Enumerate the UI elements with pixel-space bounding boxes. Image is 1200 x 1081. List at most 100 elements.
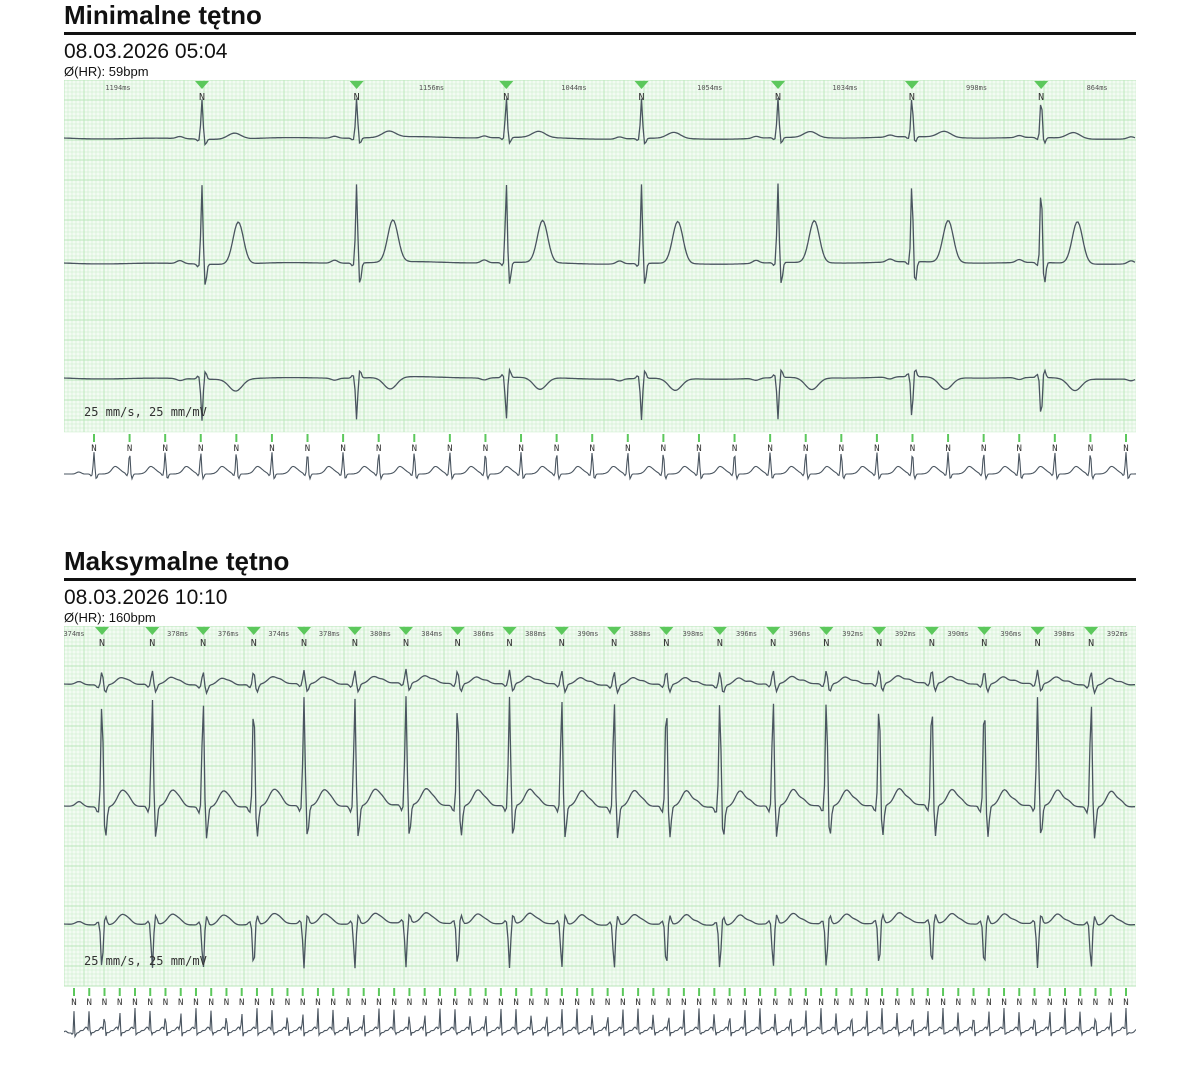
beat-annotation: N xyxy=(559,638,565,649)
overview-beat-annotation: N xyxy=(574,998,579,1008)
rr-interval-label: 392ms xyxy=(895,630,916,638)
beat-annotation: N xyxy=(770,638,776,649)
overview-beat-annotation: N xyxy=(407,998,412,1008)
beat-annotation: N xyxy=(611,638,617,649)
overview-beat-annotation: N xyxy=(117,998,122,1008)
overview-beat-annotation: N xyxy=(483,998,488,1008)
beat-annotation: N xyxy=(200,638,206,649)
beat-annotation: N xyxy=(354,92,360,103)
beat-marker-icon xyxy=(196,627,211,635)
overview-beat-annotation: N xyxy=(422,998,427,1008)
overview-beat-annotation: N xyxy=(1078,998,1083,1008)
overview-beat-annotation: N xyxy=(879,998,884,1008)
overview-beat-annotation: N xyxy=(305,444,310,454)
beat-marker-icon xyxy=(819,627,834,635)
overview-beat-annotation: N xyxy=(635,998,640,1008)
overview-beat-annotation: N xyxy=(285,998,290,1008)
overview-beat-annotation: N xyxy=(412,444,417,454)
ecg-section-max: Maksymalne tętno 08.03.2026 10:10 Ø(HR):… xyxy=(64,546,1136,1041)
overview-beat-annotation: N xyxy=(132,998,137,1008)
overview-beat-annotation: N xyxy=(518,444,523,454)
overview-beat-annotation: N xyxy=(864,998,869,1008)
overview-beat-annotation: N xyxy=(1001,998,1006,1008)
beat-marker-icon xyxy=(349,81,364,89)
beat-marker-icon xyxy=(1030,627,1045,635)
beat-annotation: N xyxy=(876,638,882,649)
overview-beat-annotation: N xyxy=(849,998,854,1008)
beat-marker-icon xyxy=(771,81,786,89)
beat-annotation: N xyxy=(663,638,669,649)
overview-beat-annotation: N xyxy=(661,444,666,454)
rr-interval-label: 864ms xyxy=(1087,84,1108,92)
overview-beat-annotation: N xyxy=(666,998,671,1008)
overview-beat-annotation: N xyxy=(803,444,808,454)
overview-beat-annotation: N xyxy=(956,998,961,1008)
beat-marker-icon xyxy=(145,627,160,635)
overview-beat-annotation: N xyxy=(625,444,630,454)
overview-beat-annotation: N xyxy=(818,998,823,1008)
beat-annotation: N xyxy=(199,92,205,103)
overview-beat-annotation: N xyxy=(513,998,518,1008)
beat-marker-icon xyxy=(347,627,362,635)
beat-annotation: N xyxy=(639,92,645,103)
beat-marker-icon xyxy=(607,627,622,635)
beat-marker-icon xyxy=(766,627,781,635)
rr-interval-label: 388ms xyxy=(630,630,651,638)
beat-marker-icon xyxy=(634,81,649,89)
overview-beat-annotation: N xyxy=(767,444,772,454)
beat-annotation: N xyxy=(99,638,105,649)
overview-beat-annotation: N xyxy=(234,444,239,454)
overview-beat-annotation: N xyxy=(87,998,92,1008)
rr-interval-label: 374ms xyxy=(268,630,289,638)
beat-annotation: N xyxy=(929,638,935,649)
overview-beat-annotation: N xyxy=(198,444,203,454)
overview-beat-annotation: N xyxy=(1088,444,1093,454)
beat-marker-icon xyxy=(872,627,887,635)
overview-beat-annotation: N xyxy=(590,998,595,1008)
beat-markers: N N N N N N N N N N N N N N N N N N N N 374ms 378ms 376ms 374ms… xyxy=(64,627,1128,649)
overview-beat-annotation: N xyxy=(376,444,381,454)
overview-beat-annotation: N xyxy=(1032,998,1037,1008)
overview-beat-annotation: N xyxy=(300,998,305,1008)
ecg-section-min: Minimalne tętno 08.03.2026 05:04 Ø(HR): … xyxy=(64,0,1136,485)
overview-beat-annotation: N xyxy=(910,998,915,1008)
beat-marker-icon xyxy=(502,627,517,635)
rr-interval-label: 1044ms xyxy=(561,84,586,92)
overview-beat-annotation: N xyxy=(468,998,473,1008)
overview-trace xyxy=(64,1007,1136,1039)
overview-beat-annotation: N xyxy=(340,444,345,454)
overview-beat-annotation: N xyxy=(529,998,534,1008)
rr-interval-label: 374ms xyxy=(64,630,85,638)
overview-beat-annotation: N xyxy=(1017,444,1022,454)
overview-beat-annotation: N xyxy=(712,998,717,1008)
overview-beat-annotation: N xyxy=(803,998,808,1008)
beat-annotation: N xyxy=(1035,638,1041,649)
rr-interval-label: 386ms xyxy=(473,630,494,638)
overview-beat-annotation: N xyxy=(224,998,229,1008)
rr-interval-label: 1156ms xyxy=(419,84,444,92)
overview-beat-annotation: N xyxy=(757,998,762,1008)
overview-beat-annotation: N xyxy=(651,998,656,1008)
overview-beat-annotation: N xyxy=(376,998,381,1008)
overview-beat-annotation: N xyxy=(71,998,76,1008)
ecg-lead-1 xyxy=(64,97,1136,147)
section-title: Maksymalne tętno xyxy=(64,546,1136,581)
beat-annotation: N xyxy=(1088,638,1094,649)
overview-beat-annotation: N xyxy=(1123,444,1128,454)
beat-marker-icon xyxy=(499,81,514,89)
beat-annotation: N xyxy=(352,638,358,649)
rr-interval-label: 378ms xyxy=(167,630,188,638)
section-mean-hr: Ø(HR): 160bpm xyxy=(64,610,156,625)
section-datetime: 08.03.2026 05:04 xyxy=(64,40,228,63)
beat-annotation: N xyxy=(909,92,915,103)
overview-beat-annotation: N xyxy=(498,998,503,1008)
overview-beat-annotation: N xyxy=(1123,998,1128,1008)
overview-beat-annotation: N xyxy=(193,998,198,1008)
overview-beat-annotation: N xyxy=(1047,998,1052,1008)
overview-beat-annotation: N xyxy=(605,998,610,1008)
rr-interval-label: 378ms xyxy=(319,630,340,638)
overview-beat-annotation: N xyxy=(554,444,559,454)
overview-beat-annotation: N xyxy=(239,998,244,1008)
beat-marker-icon xyxy=(977,627,992,635)
beat-annotation: N xyxy=(455,638,461,649)
